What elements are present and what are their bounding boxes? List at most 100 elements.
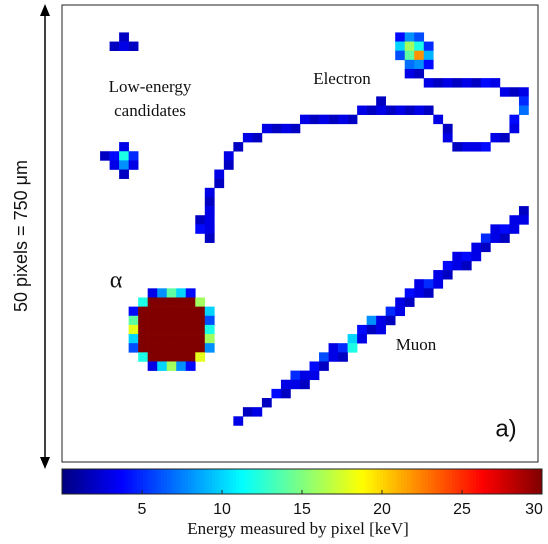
colorbar-strip xyxy=(398,469,402,494)
pixel xyxy=(405,32,415,41)
colorbar-strip xyxy=(104,469,108,494)
pixel xyxy=(138,343,148,352)
pixel xyxy=(167,325,177,334)
pixel xyxy=(186,316,196,325)
colorbar-strip xyxy=(68,469,72,494)
pixel xyxy=(509,87,519,96)
colorbar-strip xyxy=(371,469,375,494)
pixel xyxy=(129,160,139,169)
pixel xyxy=(310,361,320,370)
pixel xyxy=(424,42,434,51)
pixel xyxy=(490,78,500,87)
pixel xyxy=(414,288,424,297)
pixel xyxy=(414,106,424,115)
pixel xyxy=(138,307,148,316)
colorbar-strip xyxy=(143,469,147,494)
pixel xyxy=(186,307,196,316)
colorbar-strip xyxy=(455,469,459,494)
pixel xyxy=(281,124,291,133)
pixel xyxy=(509,215,519,224)
pixel xyxy=(119,160,129,169)
colorbar-strip xyxy=(89,469,93,494)
pixel xyxy=(452,142,462,151)
pixel xyxy=(167,307,177,316)
pixel xyxy=(167,352,177,361)
colorbar-label: Energy measured by pixel [keV] xyxy=(187,519,409,538)
pixel xyxy=(186,325,196,334)
colorbar-strip xyxy=(431,469,435,494)
colorbar-strip xyxy=(80,469,84,494)
colorbar-strip xyxy=(344,469,348,494)
pixel xyxy=(195,325,205,334)
pixel xyxy=(290,371,300,380)
colorbar-strip xyxy=(131,469,135,494)
pixel xyxy=(424,51,434,60)
pixel xyxy=(205,307,215,316)
colorbar-strip xyxy=(407,469,411,494)
colorbar-strip xyxy=(164,469,168,494)
pixel xyxy=(214,179,224,188)
pixel xyxy=(329,352,339,361)
pixel xyxy=(490,224,500,233)
pixel xyxy=(357,106,367,115)
pixel xyxy=(338,115,348,124)
colorbar-strip xyxy=(263,469,267,494)
colorbar-strip xyxy=(182,469,186,494)
colorbar-strip xyxy=(335,469,339,494)
pixel xyxy=(233,416,243,425)
colorbar-strip xyxy=(338,469,342,494)
pixel xyxy=(357,325,367,334)
colorbar-strip xyxy=(332,469,336,494)
colorbar-strip xyxy=(521,469,525,494)
pixel xyxy=(471,78,481,87)
pixel xyxy=(195,297,205,306)
colorbar-strip xyxy=(110,469,114,494)
colorbar-strip xyxy=(161,469,165,494)
colorbar-strip xyxy=(422,469,426,494)
pixel xyxy=(481,243,491,252)
colorbar-strip xyxy=(236,469,240,494)
pixel xyxy=(129,325,139,334)
pixel xyxy=(176,297,186,306)
pixel xyxy=(176,361,186,370)
pixel xyxy=(205,206,215,215)
annotation: Low-energy xyxy=(109,77,192,96)
colorbar-strip xyxy=(158,469,162,494)
pixel xyxy=(167,288,177,297)
colorbar-strip xyxy=(293,469,297,494)
colorbar-strip xyxy=(467,469,471,494)
colorbar-strip xyxy=(365,469,369,494)
pixel xyxy=(367,316,377,325)
pixel xyxy=(271,389,281,398)
colorbar-strip xyxy=(176,469,180,494)
colorbar-strip xyxy=(197,469,201,494)
pixel xyxy=(519,87,529,96)
colorbar-strip xyxy=(245,469,249,494)
colorbar-tick-label: 5 xyxy=(138,501,147,518)
colorbar-strip xyxy=(305,469,309,494)
pixel xyxy=(338,343,348,352)
colorbar-strip xyxy=(233,469,237,494)
pixel xyxy=(414,42,424,51)
pixel xyxy=(367,106,377,115)
colorbar-strip xyxy=(527,469,531,494)
pixel xyxy=(424,78,434,87)
pixel xyxy=(395,307,405,316)
colorbar-strip xyxy=(296,469,300,494)
pixel xyxy=(471,252,481,261)
colorbar-strip xyxy=(440,469,444,494)
colorbar-strip xyxy=(413,469,417,494)
pixel xyxy=(386,106,396,115)
pixel xyxy=(138,297,148,306)
colorbar-strip xyxy=(491,469,495,494)
pixel xyxy=(471,243,481,252)
pixel xyxy=(148,297,158,306)
pixel xyxy=(157,352,167,361)
pixel xyxy=(443,78,453,87)
pixel xyxy=(262,124,272,133)
pixel xyxy=(205,316,215,325)
pixel xyxy=(148,343,158,352)
colorbar-strip xyxy=(86,469,90,494)
colorbar-strip xyxy=(497,469,501,494)
colorbar-strip xyxy=(434,469,438,494)
